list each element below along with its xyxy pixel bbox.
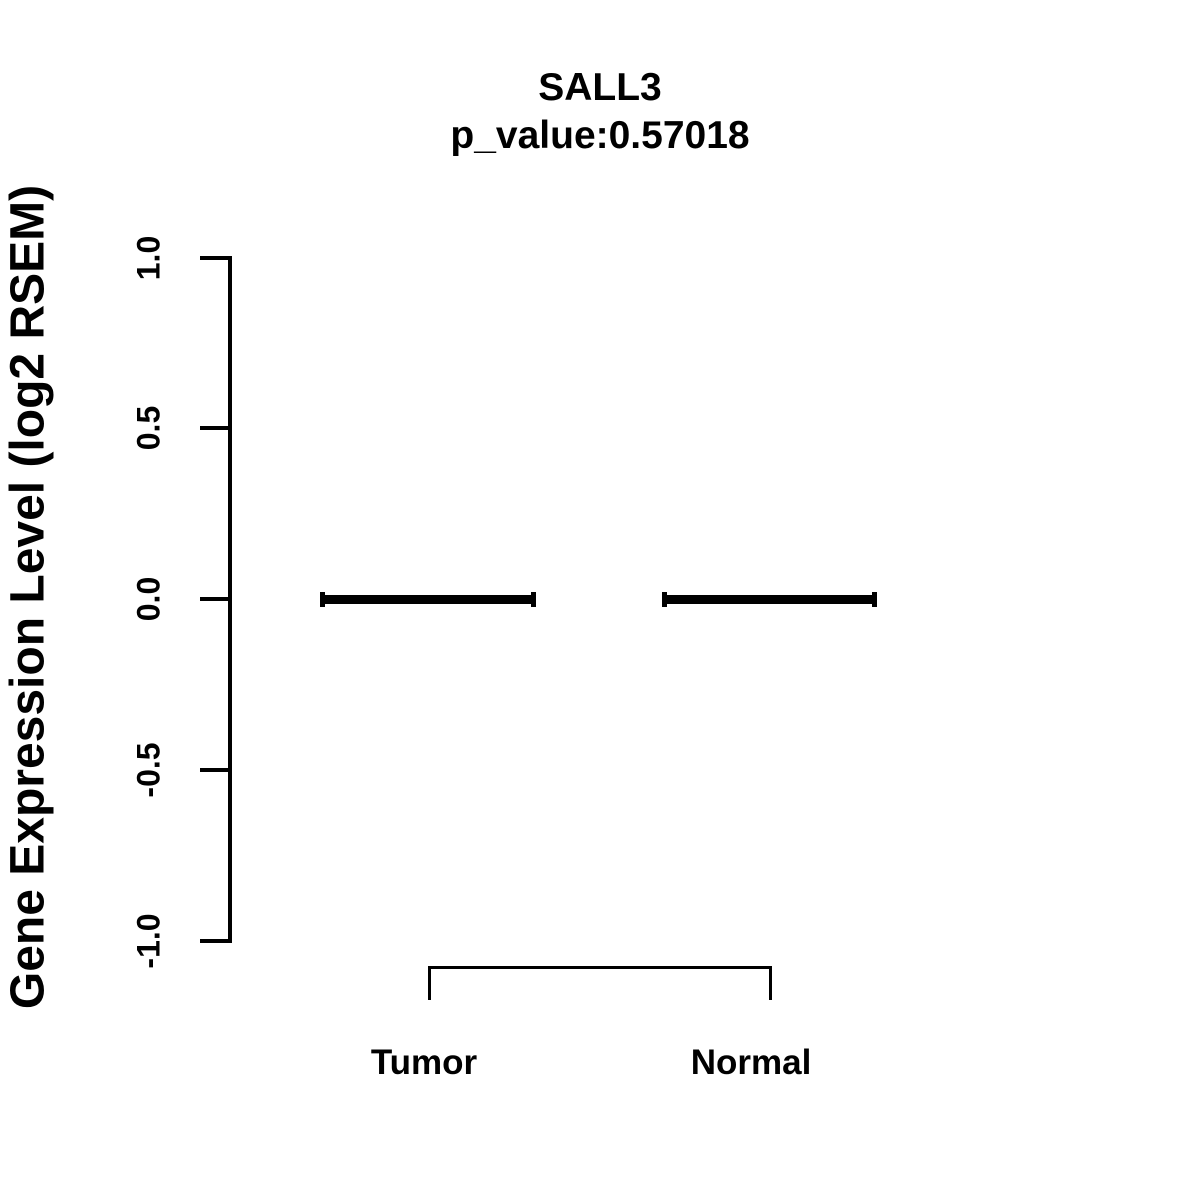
y-tick [200,597,230,601]
y-axis-title: Gene Expression Level (log2 RSEM) [1,184,55,1010]
tumor-median-line [325,595,532,604]
chart-subtitle: p_value:0.57018 [450,114,750,157]
tumor-whisker-cap-left [320,592,325,607]
y-tick-label: -1.0 [130,913,167,969]
x-category-label-tumor: Tumor [370,1043,478,1082]
chart-title: SALL3 [538,66,662,109]
y-tick-label: 0.0 [130,576,167,622]
tumor-whisker-cap-right [531,592,536,607]
y-tick-label: 0.5 [130,405,167,451]
normal-median-line [667,595,873,604]
comparison-bracket-end-left [428,966,431,1000]
y-tick-label: 1.0 [130,235,167,281]
normal-whisker-cap-left [662,592,667,607]
normal-whisker-cap-right [872,592,877,607]
y-tick [200,426,230,430]
comparison-bracket-end-right [769,966,772,1000]
y-axis-line [228,256,232,943]
y-tick [200,768,230,772]
comparison-bracket-line [428,966,772,969]
x-category-label-normal: Normal [690,1043,812,1082]
y-tick [200,939,230,943]
y-tick [200,256,230,260]
y-tick-label: -0.5 [130,742,167,798]
chart-title-block: SALL3 p_value:0.57018 [0,64,1200,160]
